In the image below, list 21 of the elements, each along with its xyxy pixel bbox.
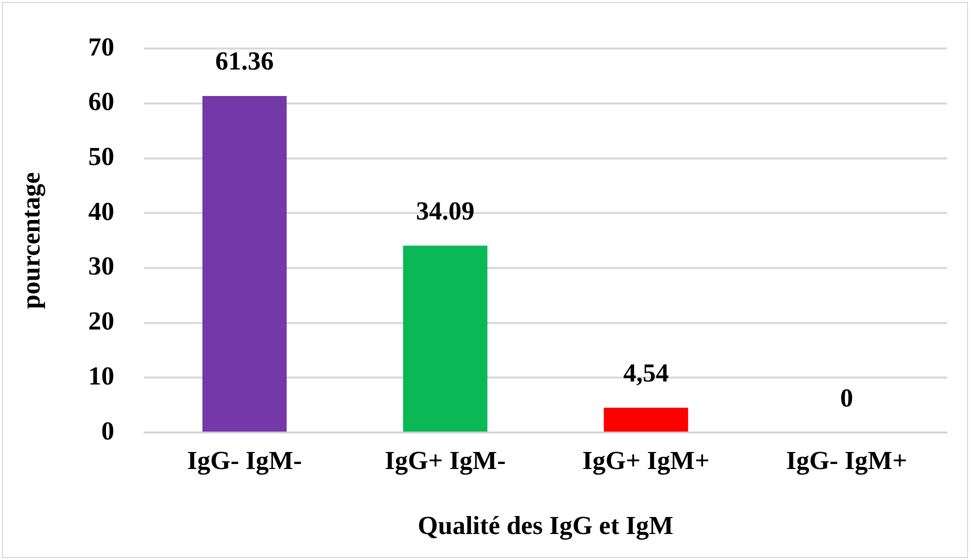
- data-label: 34.09: [416, 196, 474, 226]
- bar: [202, 96, 287, 432]
- x-tick-label: IgG- IgM+: [786, 446, 908, 475]
- y-tick-label: 0: [101, 416, 114, 446]
- y-tick-label: 70: [88, 32, 114, 62]
- data-label: 0: [840, 383, 854, 412]
- bar: [604, 408, 688, 432]
- y-axis-title: pourcentage: [16, 172, 46, 309]
- y-tick-label: 60: [88, 87, 114, 116]
- y-tick-label: 10: [88, 361, 114, 390]
- x-tick-label: IgG+ IgM-: [384, 446, 506, 475]
- y-tick-label: 20: [88, 306, 114, 336]
- x-tick-label: IgG+ IgM+: [582, 446, 710, 475]
- y-tick-label: 30: [88, 252, 114, 281]
- y-tick-label: 40: [88, 196, 114, 226]
- data-label: 61.36: [215, 46, 274, 76]
- data-label: 4,54: [623, 358, 669, 388]
- y-tick-label: 50: [88, 142, 114, 172]
- x-axis-title: Qualité des IgG et IgM: [418, 511, 674, 540]
- bar: [403, 246, 488, 432]
- x-tick-label: IgG- IgM-: [187, 446, 302, 475]
